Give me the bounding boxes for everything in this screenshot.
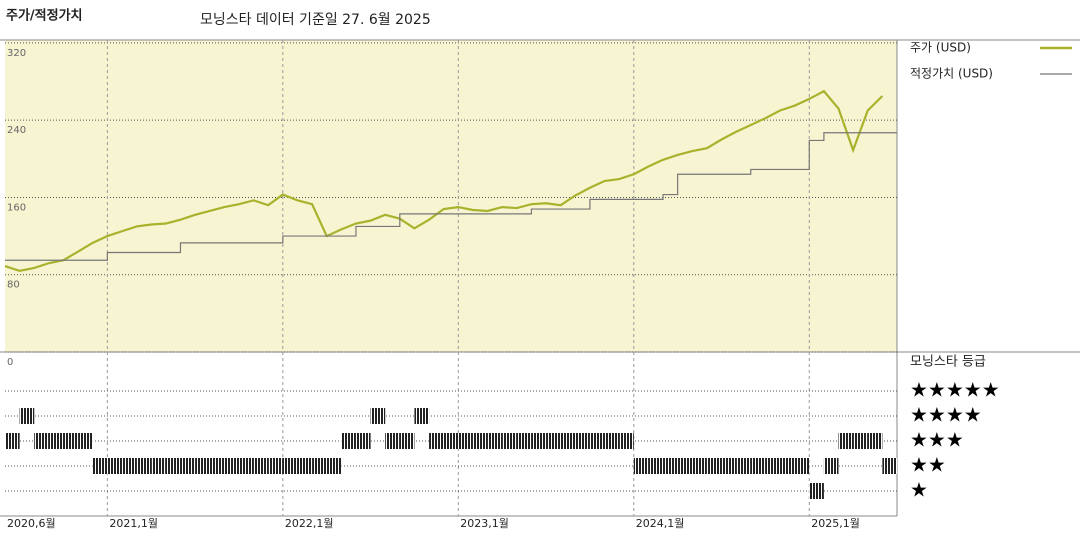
x-tick-label: 2020,6월 — [7, 517, 56, 530]
rating-bar — [341, 433, 356, 449]
y-tick-label: 320 — [7, 48, 26, 59]
rating-bar — [531, 433, 547, 449]
rating-bar — [399, 433, 415, 449]
rating-bar — [5, 433, 20, 449]
rating-bar — [34, 433, 49, 449]
x-tick-label: 2021,1월 — [109, 517, 158, 530]
y-tick-label: 240 — [7, 125, 26, 136]
rating-bar — [195, 458, 210, 474]
x-tick-label: 2024,1월 — [636, 517, 685, 530]
series-line — [5, 132, 897, 261]
rating-label: ★★★ — [910, 428, 964, 452]
rating-bar — [502, 433, 517, 449]
rating-bar — [589, 433, 605, 449]
rating-bar — [63, 433, 79, 449]
rating-bar — [619, 433, 634, 449]
legend-label: 적정가치 (USD) — [910, 67, 993, 81]
y-tick-label: 0 — [7, 357, 13, 368]
rating-bar — [516, 433, 532, 449]
rating-label: ★★ — [910, 453, 946, 477]
rating-bar — [765, 458, 781, 474]
rating-bar — [238, 458, 254, 474]
chart-title: 주가/적정가치 — [6, 8, 83, 24]
rating-bar — [209, 458, 225, 474]
rating-bar — [224, 458, 239, 474]
rating-bar — [458, 433, 473, 449]
rating-bar — [78, 433, 93, 449]
rating-bar — [472, 433, 488, 449]
x-tick-label: 2022,1월 — [285, 517, 334, 530]
series-line — [4, 89, 884, 272]
rating-bar — [253, 458, 269, 474]
rating-bar — [385, 433, 400, 449]
rating-bar — [750, 458, 766, 474]
rating-bar — [136, 458, 152, 474]
rating-bar — [853, 433, 868, 449]
rating-bar — [414, 408, 430, 424]
rating-bar — [429, 433, 444, 449]
x-tick-label: 2025,1월 — [811, 517, 860, 530]
rating-bar — [648, 458, 664, 474]
rating-bar — [794, 458, 810, 474]
rating-label: ★ — [910, 478, 928, 502]
rating-bar — [151, 458, 166, 474]
rating-bar — [560, 433, 576, 449]
rating-bar — [736, 458, 751, 474]
rating-bar — [282, 458, 298, 474]
rating-bar — [180, 458, 196, 474]
rating-bar — [48, 433, 64, 449]
rating-bar — [165, 458, 181, 474]
rating-bar — [721, 458, 737, 474]
rating-bar — [19, 408, 35, 424]
rating-bar — [882, 458, 897, 474]
rating-bar — [823, 458, 839, 474]
rating-bar — [838, 433, 854, 449]
rating-bar — [780, 458, 795, 474]
rating-bar — [487, 433, 503, 449]
rating-bar — [692, 458, 707, 474]
rating-bar — [312, 458, 327, 474]
rating-bar — [268, 458, 283, 474]
rating-bar — [546, 433, 561, 449]
rating-bar — [663, 458, 678, 474]
rating-label: ★★★★ — [910, 403, 982, 427]
rating-bar — [575, 433, 590, 449]
x-tick-label: 2023,1월 — [460, 517, 509, 530]
rating-bar — [92, 458, 108, 474]
rating-bar — [867, 433, 883, 449]
rating-bar — [297, 458, 313, 474]
rating-bar — [121, 458, 137, 474]
rating-bar — [809, 483, 824, 499]
rating-title: 모닝스타 등급 — [910, 355, 986, 370]
legend-label: 주가 (USD) — [910, 41, 971, 55]
chart-subtitle: 모닝스타 데이터 기준일 27. 6월 2025 — [200, 12, 431, 28]
rating-bar — [326, 458, 342, 474]
rating-label: ★★★★★ — [910, 378, 1000, 402]
plot-background — [5, 40, 897, 352]
rating-bar — [706, 458, 722, 474]
rating-bar — [355, 433, 371, 449]
rating-bar — [604, 433, 620, 449]
rating-bar — [370, 408, 386, 424]
y-tick-label: 160 — [7, 202, 26, 213]
rating-bar — [443, 433, 459, 449]
rating-bar — [107, 458, 122, 474]
rating-bar — [677, 458, 693, 474]
rating-bar — [633, 458, 649, 474]
y-tick-label: 80 — [7, 280, 20, 291]
